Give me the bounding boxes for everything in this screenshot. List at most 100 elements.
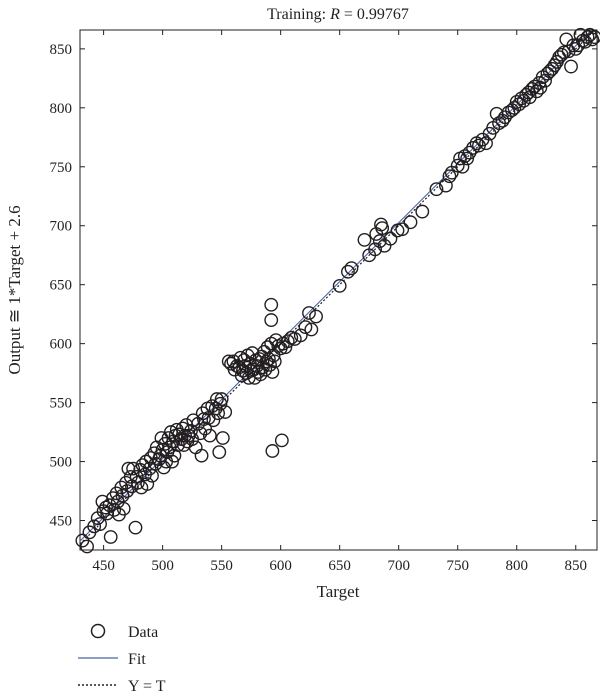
data-point: [87, 519, 102, 534]
data-point: [252, 352, 267, 366]
data-point: [554, 47, 569, 62]
data-point: [383, 231, 398, 246]
data-point: [368, 242, 382, 257]
data-point: [403, 215, 418, 230]
data-point: [257, 345, 272, 359]
data-point: [507, 100, 522, 115]
data-point: [128, 520, 143, 535]
data-point: [174, 432, 189, 447]
legend: Data Fit Y = T: [78, 623, 166, 695]
data-point: [302, 306, 316, 320]
data-point: [442, 169, 457, 184]
data-point: [264, 297, 279, 312]
data-point: [547, 58, 562, 73]
data-point: [344, 261, 359, 276]
y-tick-label: 700: [50, 219, 73, 235]
data-point: [261, 352, 276, 366]
x-tick-label: 700: [387, 558, 410, 574]
data-point: [107, 503, 122, 517]
data-point: [509, 95, 524, 109]
plot-frame: [79, 29, 598, 551]
data-point: [372, 234, 387, 248]
x-axis-label: Target: [317, 582, 360, 601]
x-tick-label: 600: [269, 558, 292, 574]
data-point: [585, 32, 600, 47]
x-tick-label: 850: [565, 558, 588, 574]
data-point: [103, 530, 118, 544]
y-tick-label: 650: [50, 278, 73, 294]
data-point: [498, 110, 512, 125]
legend-data-marker: [90, 623, 106, 639]
data-point: [573, 27, 588, 42]
x-tick-label: 800: [505, 558, 528, 574]
data-point: [265, 444, 280, 458]
data-point: [165, 454, 179, 469]
data-point: [280, 334, 295, 349]
data-point: [116, 501, 131, 516]
data-points-layer: [75, 27, 600, 554]
data-point: [184, 424, 198, 438]
x-tick-label: 750: [446, 558, 469, 574]
data-point: [80, 539, 94, 554]
data-point: [479, 136, 493, 151]
data-point: [512, 97, 526, 112]
data-point: [140, 477, 155, 491]
data-point: [341, 264, 355, 279]
data-point: [120, 484, 135, 498]
data-point: [202, 428, 217, 443]
data-point: [529, 84, 544, 99]
legend-yt-label: Y = T: [128, 678, 166, 695]
data-point: [215, 431, 230, 445]
data-point: [193, 426, 208, 441]
data-point: [571, 38, 586, 53]
x-tick-label: 650: [328, 558, 351, 574]
tick-layer: 450 500 550 600 650 700 750 800 850 450 500 550 600 6…: [50, 30, 597, 574]
data-point: [533, 80, 548, 95]
data-point: [293, 328, 308, 343]
data-point: [210, 392, 224, 406]
data-point: [218, 405, 233, 419]
y-axis-label: Output ≅ 1*Target + 2.6: [5, 205, 24, 374]
data-point: [139, 454, 154, 469]
data-point: [206, 413, 221, 428]
x-tick-label: 550: [210, 558, 233, 574]
data-point: [466, 141, 480, 155]
data-point: [587, 30, 600, 44]
data-point: [309, 309, 323, 324]
data-point: [188, 440, 203, 455]
x-tick-label: 450: [92, 558, 115, 574]
data-point: [564, 59, 578, 74]
data-point: [298, 320, 313, 335]
data-point: [263, 357, 277, 372]
data-point: [130, 475, 145, 490]
data-point: [264, 313, 279, 327]
data-point: [214, 392, 229, 406]
data-point: [304, 322, 319, 337]
data-point: [265, 365, 280, 379]
data-point: [332, 278, 347, 293]
y-tick-label: 750: [50, 160, 73, 176]
x-tick-label: 500: [151, 558, 174, 574]
data-point: [93, 517, 107, 531]
data-point: [455, 159, 470, 174]
data-point: [457, 149, 472, 164]
y-tick-label: 600: [50, 337, 73, 353]
data-point: [194, 448, 209, 463]
chart-title: Training: R = 0.99767: [267, 6, 409, 23]
y-tick-label: 550: [50, 396, 73, 412]
data-point: [148, 457, 163, 471]
data-point: [375, 221, 390, 235]
data-point: [212, 445, 227, 460]
data-point: [439, 178, 453, 193]
data-point: [395, 222, 410, 237]
y-tick-label: 850: [50, 42, 73, 58]
data-point: [126, 461, 141, 476]
data-point: [99, 500, 113, 515]
data-point: [102, 498, 117, 513]
data-point: [211, 406, 226, 421]
legend-data-label: Data: [128, 624, 158, 641]
legend-fit-label: Fit: [128, 651, 146, 668]
data-point: [429, 182, 444, 197]
data-point: [415, 204, 430, 219]
